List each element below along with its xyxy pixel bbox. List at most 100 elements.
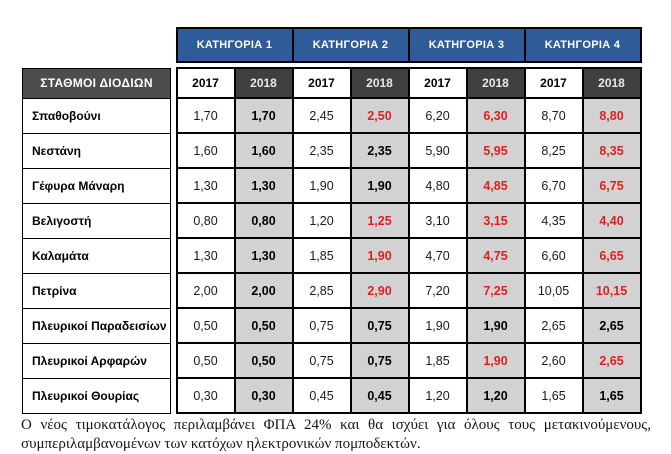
toll-value-cell: 1,60: [175, 132, 236, 169]
station-name: Πλευρικοί Αρφαρών: [22, 342, 171, 379]
year-header-2017: 2017: [291, 67, 352, 99]
toll-value-cell: 1,90: [349, 237, 410, 274]
gutter-spacer: [22, 62, 641, 68]
vat-footnote: Ο νέος τιμοκατάλογος περιλαμβάνει ΦΠΑ 24…: [21, 417, 651, 453]
station-name: Πετρίνα: [22, 272, 171, 309]
toll-value-cell: 5,90: [407, 132, 468, 169]
toll-value-cell: 1,30: [175, 167, 236, 204]
category-1-header: ΚΑΤΗΓΟΡΙΑ 1: [175, 27, 294, 63]
toll-value-cell: 2,65: [523, 307, 584, 344]
station-name: Βελιγοστή: [22, 202, 171, 239]
table-row: Γέφυρα Μάναρη 1,30 1,30 1,90 1,90 4,80 4,85 6,7…: [22, 167, 642, 204]
year-header-2017: 2017: [407, 67, 468, 99]
toll-value-cell: 1,60: [233, 132, 294, 169]
toll-value-cell: 1,20: [291, 202, 352, 239]
gutter: [170, 308, 177, 343]
category-header-row: ΚΑΤΗΓΟΡΙΑ 1 ΚΑΤΗΓΟΡΙΑ 2 ΚΑΤΗΓΟΡΙΑ 3 ΚΑΤΗ…: [22, 27, 642, 63]
toll-value-cell: 0,75: [291, 307, 352, 344]
toll-value-cell: 0,75: [291, 342, 352, 379]
toll-value-cell: 1,85: [407, 342, 468, 379]
station-name: Πλευρικοί Θουρίας: [22, 377, 171, 414]
toll-value-cell: 6,65: [581, 237, 642, 274]
toll-value-cell: 1,20: [465, 377, 526, 414]
toll-value-cell: 1,85: [291, 237, 352, 274]
toll-value-cell: 2,35: [291, 132, 352, 169]
station-name: Νεστάνη: [22, 132, 171, 169]
station-name: Καλαμάτα: [22, 237, 171, 274]
toll-value-cell: 0,80: [175, 202, 236, 239]
gutter: [170, 168, 177, 203]
table-row: Πετρίνα 2,00 2,00 2,85 2,90 7,20 7,25 10,05 10,1…: [22, 272, 642, 309]
toll-value-cell: 0,50: [233, 342, 294, 379]
toll-value-cell: 0,75: [349, 307, 410, 344]
toll-price-table: ΚΑΤΗΓΟΡΙΑ 1 ΚΑΤΗΓΟΡΙΑ 2 ΚΑΤΗΓΟΡΙΑ 3 ΚΑΤΗ…: [22, 27, 642, 414]
toll-value-cell: 10,05: [523, 272, 584, 309]
toll-value-cell: 7,20: [407, 272, 468, 309]
gutter: [170, 238, 177, 273]
toll-value-cell: 2,85: [291, 272, 352, 309]
table-row: Πλευρικοί Θουρίας 0,30 0,30 0,45 0,45 1,20 1,2…: [22, 377, 642, 414]
toll-value-cell: 6,30: [465, 97, 526, 134]
toll-value-cell: 1,90: [465, 307, 526, 344]
toll-value-cell: 8,25: [523, 132, 584, 169]
toll-value-cell: 1,65: [581, 377, 642, 414]
toll-value-cell: 1,70: [233, 97, 294, 134]
toll-value-cell: 0,80: [233, 202, 294, 239]
toll-value-cell: 4,80: [407, 167, 468, 204]
year-header-2017: 2017: [175, 67, 236, 99]
station-name: Πλευρικοί Παραδεισίων: [22, 307, 171, 344]
station-name: Γέφυρα Μάναρη: [22, 167, 171, 204]
toll-value-cell: 4,75: [465, 237, 526, 274]
toll-value-cell: 0,50: [175, 342, 236, 379]
toll-value-cell: 4,35: [523, 202, 584, 239]
stations-header: ΣΤΑΘΜΟΙ ΔΙΟΔΙΩΝ: [22, 67, 171, 99]
toll-value-cell: 1,90: [291, 167, 352, 204]
table-row: Πλευρικοί Παραδεισίων 0,50 0,50 0,75 0,75 1,9…: [22, 307, 642, 344]
toll-value-cell: 3,15: [465, 202, 526, 239]
toll-value-cell: 7,25: [465, 272, 526, 309]
toll-value-cell: 5,95: [465, 132, 526, 169]
table-row: Σπαθοβούνι 1,70 1,70 2,45 2,50 6,20 6,30 8,70 8,…: [22, 97, 642, 134]
toll-value-cell: 8,80: [581, 97, 642, 134]
toll-value-cell: 1,25: [349, 202, 410, 239]
toll-value-cell: 0,45: [349, 377, 410, 414]
toll-value-cell: 6,60: [523, 237, 584, 274]
toll-value-cell: 1,90: [407, 307, 468, 344]
toll-value-cell: 2,65: [581, 342, 642, 379]
toll-value-cell: 1,70: [175, 97, 236, 134]
toll-value-cell: 1,20: [407, 377, 468, 414]
toll-value-cell: 2,65: [581, 307, 642, 344]
toll-value-cell: 6,70: [523, 167, 584, 204]
toll-value-cell: 6,75: [581, 167, 642, 204]
table-row: Νεστάνη 1,60 1,60 2,35 2,35 5,90 5,95 8,25 8,35: [22, 132, 642, 169]
gutter: [170, 378, 177, 413]
toll-value-cell: 8,35: [581, 132, 642, 169]
toll-value-cell: 1,65: [523, 377, 584, 414]
gutter: [170, 68, 177, 98]
year-header-row: ΣΤΑΘΜΟΙ ΔΙΟΔΙΩΝ 2017 2018 2017 2018 2017…: [22, 67, 642, 99]
category-3-header: ΚΑΤΗΓΟΡΙΑ 3: [407, 27, 526, 63]
toll-value-cell: 2,45: [291, 97, 352, 134]
toll-value-cell: 2,60: [523, 342, 584, 379]
gutter-row: [22, 62, 641, 68]
year-header-2018: 2018: [349, 67, 410, 99]
blank-corner: [22, 28, 177, 62]
toll-value-cell: 0,30: [175, 377, 236, 414]
toll-value-cell: 4,40: [581, 202, 642, 239]
toll-value-cell: 0,75: [349, 342, 410, 379]
toll-value-cell: 2,00: [175, 272, 236, 309]
toll-value-cell: 0,50: [175, 307, 236, 344]
toll-value-cell: 1,90: [349, 167, 410, 204]
station-name: Σπαθοβούνι: [22, 97, 171, 134]
toll-value-cell: 6,20: [407, 97, 468, 134]
toll-value-cell: 0,30: [233, 377, 294, 414]
year-header-2018: 2018: [581, 67, 642, 99]
toll-value-cell: 2,50: [349, 97, 410, 134]
year-header-2018: 2018: [233, 67, 294, 99]
toll-value-cell: 2,35: [349, 132, 410, 169]
gutter: [170, 98, 177, 133]
toll-value-cell: 3,10: [407, 202, 468, 239]
toll-value-cell: 8,70: [523, 97, 584, 134]
toll-value-cell: 2,90: [349, 272, 410, 309]
